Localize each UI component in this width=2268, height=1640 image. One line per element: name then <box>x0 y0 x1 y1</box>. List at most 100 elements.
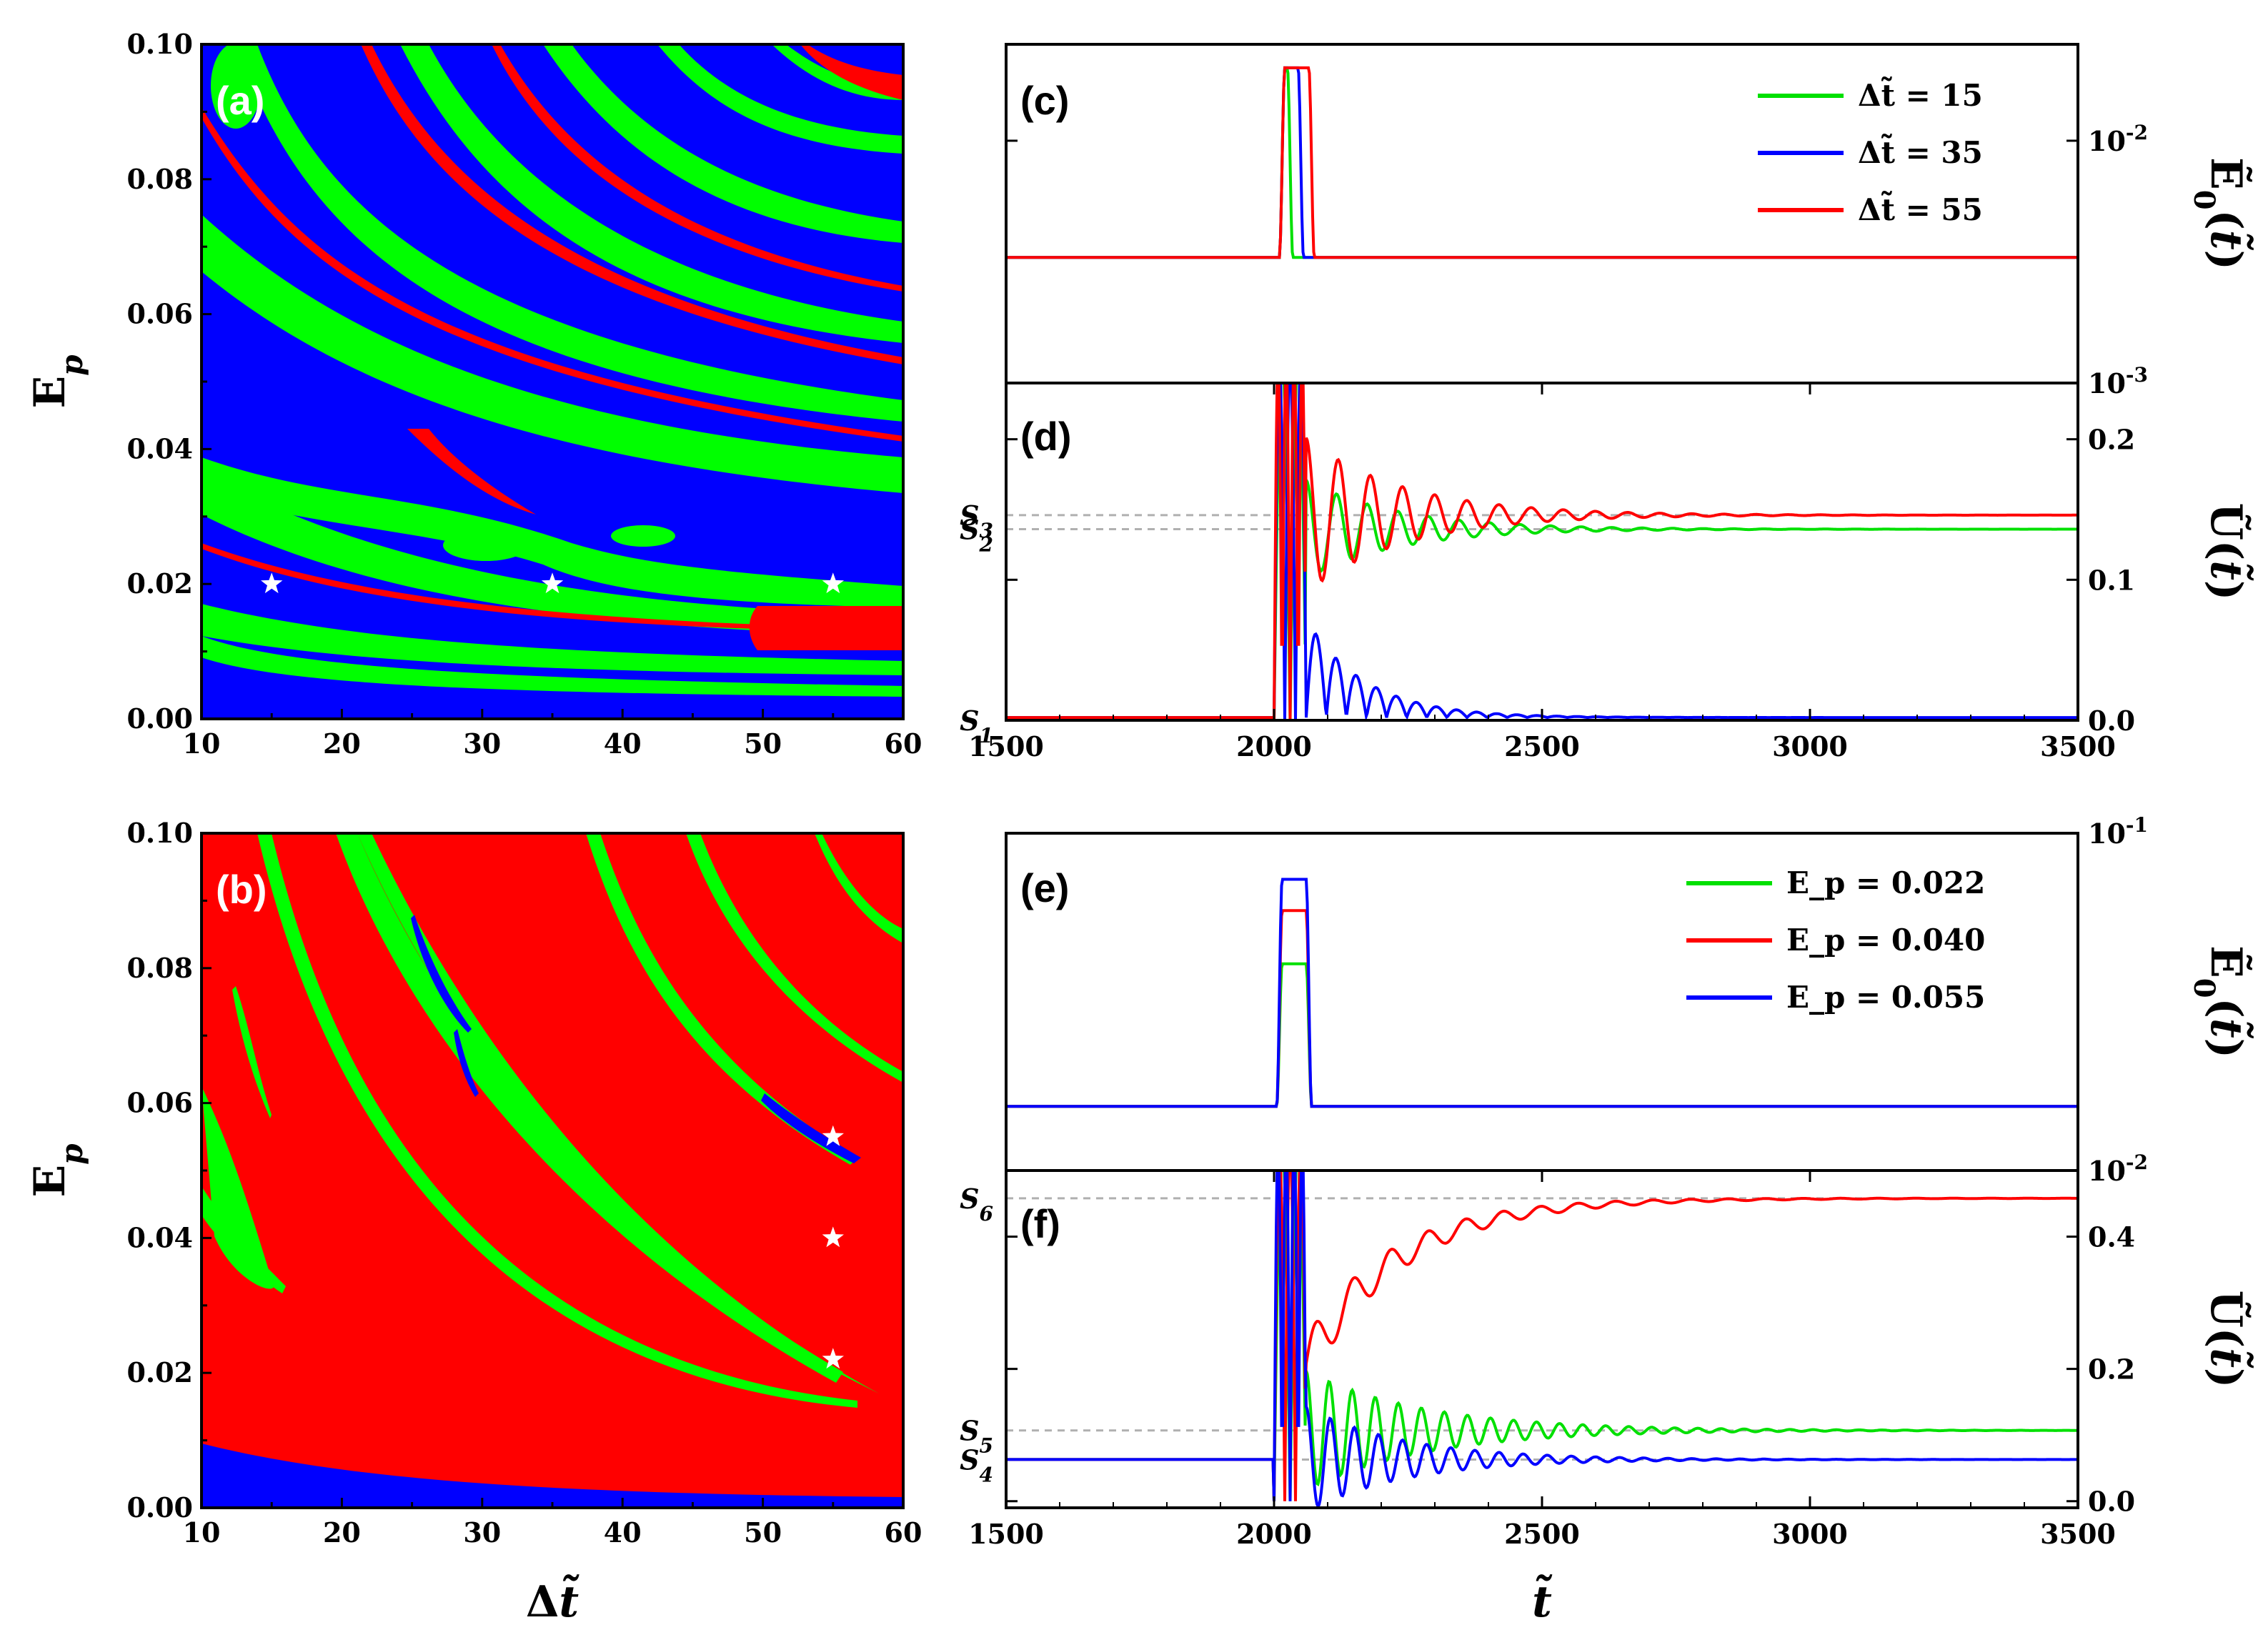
x-tick-label: 3500 <box>2040 1518 2116 1550</box>
x-tick-label: 2500 <box>1504 1518 1580 1550</box>
x-tick-label: 30 <box>463 727 501 760</box>
y-tick-label: 0.08 <box>126 952 193 984</box>
series-line <box>1006 383 2078 720</box>
panel-b: (b) 10 20 30 40 50 60 0.00 0.02 0.04 0.06 0.08 0.10… <box>25 817 922 1627</box>
series-line <box>1006 1171 2078 1501</box>
series-line <box>1006 66 2078 259</box>
y-tick-label: 0.04 <box>126 1221 193 1253</box>
series-line <box>1006 383 2078 720</box>
panel-b-ylabel: Ep <box>25 1143 89 1197</box>
legend-label: Δt̃ = 35 <box>1858 132 1983 170</box>
x-tick-label: 2000 <box>1236 1518 1312 1550</box>
x-tick-label: 60 <box>885 727 922 760</box>
x-tick-label: 40 <box>604 1516 642 1549</box>
panel-a-axes: 10 20 30 40 50 60 0.00 0.02 0.04 0.06 0.08 0.10 <box>126 28 922 760</box>
x-tick-label: 2500 <box>1504 730 1580 762</box>
panel-a: (a) 10 20 30 40 50 60 0.00 0.02 0.04 0.06 0.08 0.10… <box>25 28 922 760</box>
y-tick-label: 0.04 <box>126 432 193 464</box>
y-tick-label: 0.0 <box>2088 705 2135 737</box>
level-label: S6 <box>960 1183 993 1226</box>
star-marker <box>822 1348 844 1369</box>
panel-f-plot <box>1006 1171 2078 1508</box>
x-tick-label: 1500 <box>968 1518 1044 1550</box>
legend-label: E_p = 0.055 <box>1786 980 1985 1015</box>
x-tick-label: 3000 <box>1772 1518 1848 1550</box>
x-tick-label: 40 <box>604 727 642 760</box>
y-tick-label: 0.10 <box>126 817 193 849</box>
panel-e: (e) E_p = 0.022 E_p = 0.040 E_p = 0.055 Ẽ0… <box>1006 865 2254 1108</box>
legend-label: E_p = 0.040 <box>1786 923 1985 958</box>
panel-e-label: (e) <box>1020 865 1069 910</box>
y-tick-label: 0.08 <box>126 163 193 195</box>
y-tick-label: 10-1 <box>2088 813 2148 850</box>
x-tick-label: 50 <box>744 1516 782 1549</box>
y-tick-label: 0.06 <box>126 1087 193 1119</box>
panel-e-legend: E_p = 0.022 E_p = 0.040 E_p = 0.055 <box>1686 865 1985 1015</box>
star-marker <box>822 1226 844 1248</box>
panel-b-axes: 10 20 30 40 50 60 0.00 0.02 0.04 0.06 0.08 0.10 <box>126 817 922 1549</box>
series-line <box>1006 383 2078 720</box>
star-marker <box>822 572 844 594</box>
panel-f-ylabel: Ũ(t̃) <box>2201 1291 2254 1388</box>
x-tick-label: 10 <box>183 1516 221 1549</box>
y-tick-label: 0.06 <box>126 298 193 330</box>
panel-f-xlabel: t̃ <box>1532 1574 1552 1627</box>
y-tick-label: 0.02 <box>126 1356 193 1388</box>
y-tick-label: 0.0 <box>2088 1486 2135 1518</box>
axes-frame <box>1005 382 2079 722</box>
panel-a-label: (a) <box>216 78 264 123</box>
star-marker <box>261 572 283 594</box>
panel-a-map <box>202 44 903 719</box>
y-tick-label: 0.4 <box>2088 1221 2135 1253</box>
y-tick-label: 0.1 <box>2088 564 2135 596</box>
panel-b-label: (b) <box>216 867 267 912</box>
x-tick-label: 10 <box>183 727 221 760</box>
panel-d-label: (d) <box>1020 414 1072 459</box>
legend-label: E_p = 0.022 <box>1786 865 1985 900</box>
star-marker <box>541 572 564 594</box>
panel-c-label: (c) <box>1020 78 1069 123</box>
legend-label: Δt̃ = 55 <box>1858 189 1983 227</box>
panel-b-map <box>202 833 903 1508</box>
x-tick-label: 60 <box>885 1516 922 1549</box>
panel-e-ylabel: Ẽ0(t̃) <box>2188 945 2254 1058</box>
series-line <box>1006 878 2078 1108</box>
y-tick-label: 0.2 <box>2088 1353 2135 1386</box>
panel-c: (c) Δt̃ = 15 Δt̃ = 35 Δt̃ = 55 Ẽ0(t̃) <box>1006 66 2254 270</box>
y-tick-label: 0.00 <box>126 1491 193 1524</box>
y-tick-label: 10-2 <box>2088 120 2148 157</box>
x-tick-label: 1500 <box>968 730 1044 762</box>
panel-a-ylabel: Ep <box>25 354 89 408</box>
panel-d-ylabel: Ũ(t̃) <box>2201 503 2254 601</box>
x-tick-label: 20 <box>323 727 361 760</box>
x-tick-label: 20 <box>323 1516 361 1549</box>
panel-f-label: (f) <box>1020 1201 1060 1246</box>
x-tick-label: 3000 <box>1772 730 1848 762</box>
y-tick-label: 0.2 <box>2088 424 2135 456</box>
x-tick-label: 2000 <box>1236 730 1312 762</box>
panel-c-plot <box>1006 66 2078 259</box>
y-tick-label: 0.02 <box>126 567 193 600</box>
panel-b-markers <box>822 1125 844 1369</box>
y-tick-label: 0.00 <box>126 702 193 735</box>
x-tick-label: 3500 <box>2040 730 2116 762</box>
series-line <box>1006 1171 2078 1501</box>
y-tick-label: 10-2 <box>2088 1151 2148 1188</box>
panel-a-markers <box>261 572 844 594</box>
star-marker <box>822 1125 844 1146</box>
right-panels-axes: 1500 2000 2500 3000 3500 1500 2000 2500 3000 3500… <box>968 43 2148 1550</box>
x-tick-label: 50 <box>744 727 782 760</box>
panel-e-plot <box>1006 878 2078 1108</box>
panel-c-ylabel: Ẽ0(t̃) <box>2188 157 2254 270</box>
panel-b-xlabel: Δt̃ <box>526 1574 580 1627</box>
series-line <box>1006 1171 2078 1508</box>
y-tick-label: 10-3 <box>2088 363 2148 400</box>
panel-c-legend: Δt̃ = 15 Δt̃ = 35 Δt̃ = 55 <box>1758 75 1983 227</box>
legend-label: Δt̃ = 15 <box>1858 75 1983 113</box>
y-tick-label: 0.10 <box>126 28 193 60</box>
x-tick-label: 30 <box>463 1516 501 1549</box>
panel-d-plot <box>1006 383 2078 720</box>
